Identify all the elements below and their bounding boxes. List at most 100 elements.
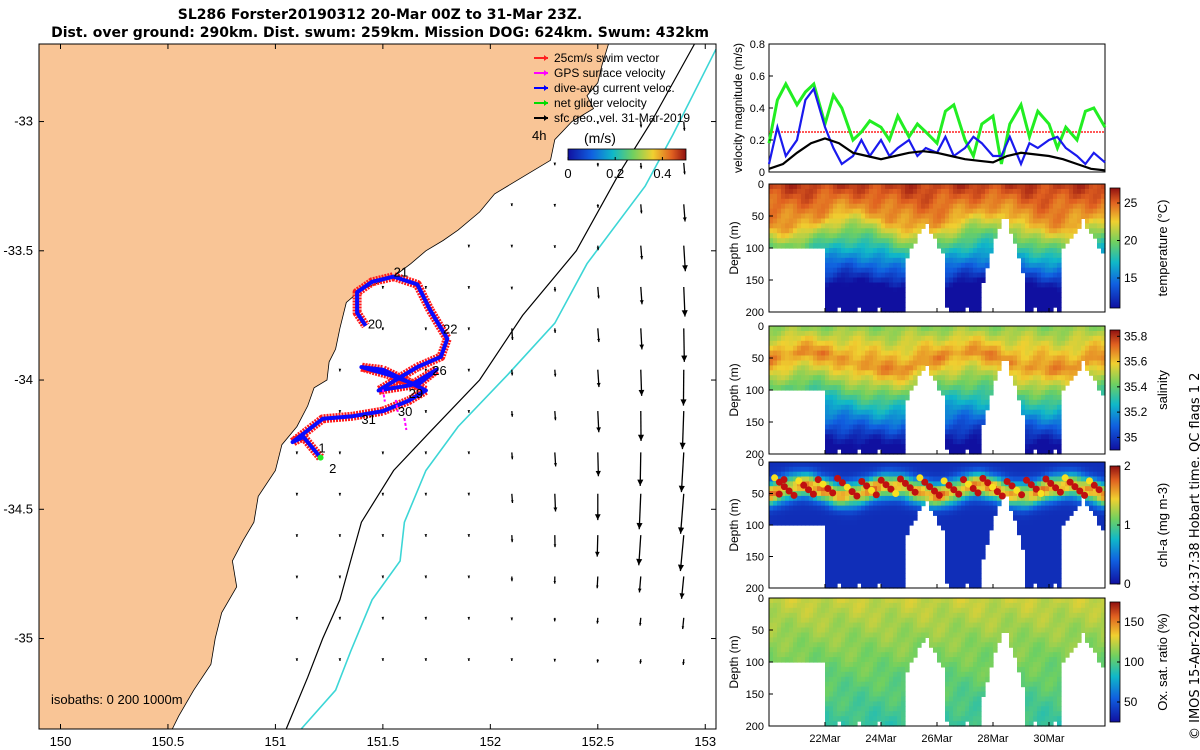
current-arrowhead — [295, 616, 299, 620]
current-arrowhead — [510, 456, 514, 460]
date-tick: 24Mar — [865, 733, 897, 745]
current-arrowhead — [467, 575, 471, 579]
velocity-ytick: 0.4 — [750, 103, 765, 115]
chl-sample — [931, 487, 938, 495]
current-arrowhead — [381, 575, 385, 579]
current-arrowhead — [596, 247, 600, 251]
depth-tick: 50 — [752, 353, 764, 365]
title-line1: SL286 Forster20190312 20-Mar 00Z to 31-M… — [177, 7, 583, 23]
current-arrowhead — [596, 382, 601, 388]
panel-clabel: chl-a (mg m-3) — [1155, 483, 1170, 568]
current-arrowhead — [510, 203, 514, 207]
chl-sample — [829, 489, 837, 497]
chl-sample — [868, 486, 875, 494]
day-label: 20 — [368, 316, 382, 331]
colorbar-tick: 0 — [1124, 577, 1131, 591]
day-label: 26 — [432, 363, 446, 378]
chl-sample — [877, 476, 885, 484]
depth-tick: 100 — [746, 243, 764, 255]
map-xtick: 150 — [50, 734, 72, 749]
depth-tick: 150 — [746, 552, 764, 564]
panel-ylabel: Depth (m) — [727, 635, 741, 688]
current-arrowhead — [467, 286, 471, 289]
depth-tick: 50 — [752, 211, 764, 223]
credit-text: © IMOS 15-Apr-2024 04:37:38 Hobart time.… — [1188, 373, 1200, 740]
title-line2: Dist. over ground: 290km. Dist. swum: 25… — [51, 25, 709, 41]
chl-sample — [1095, 486, 1103, 494]
map-xtick: 153 — [694, 734, 716, 749]
depth-tick: 100 — [746, 657, 764, 669]
current-arrowhead — [381, 492, 385, 496]
colorbar-tick: 0.4 — [653, 166, 671, 181]
legend-swatch-head — [544, 100, 548, 106]
current-arrowhead — [639, 344, 645, 350]
colorbar-label: (m/s) — [584, 130, 616, 146]
chart-title: SL286 Forster20190312 20-Mar 00Z to 31-M… — [0, 6, 760, 42]
chl-sample — [1008, 482, 1016, 490]
current-arrowhead — [594, 514, 601, 521]
map-panel: 12 20 21 22 26 29 30 31 150 150.5 151 151.5 152 152.… — [3, 43, 717, 749]
current-arrowhead — [338, 658, 342, 661]
current-arrowhead — [553, 544, 557, 548]
current-arrowhead — [554, 417, 557, 421]
chl-sample — [775, 490, 783, 498]
chl-sample — [935, 491, 943, 499]
chl-sample — [1042, 475, 1050, 483]
current-arrowhead — [596, 659, 600, 663]
current-arrowhead — [683, 171, 686, 175]
chl-sample — [984, 479, 992, 487]
current-arrowhead — [639, 165, 643, 169]
colorbar-tick: 50 — [1124, 695, 1138, 709]
panel-clabel: Ox. sat. ratio (%) — [1155, 613, 1170, 711]
current-arrowhead — [510, 244, 514, 248]
velocity-ylabel: velocity magnitude (m/s) — [731, 43, 745, 173]
current-arrowhead — [338, 410, 342, 413]
chl-sample — [785, 487, 793, 495]
chl-sample — [1086, 477, 1093, 485]
day-label: 22 — [443, 322, 457, 337]
chl-sample — [969, 485, 977, 492]
current-arrowhead — [639, 660, 642, 664]
chl-sample — [1076, 487, 1084, 495]
chl-sample — [795, 477, 803, 485]
current-arrowhead — [381, 327, 385, 331]
colorbar-tick: 25 — [1124, 196, 1138, 210]
current-arrowhead — [636, 558, 643, 566]
current-arrowhead — [682, 662, 685, 665]
chl-sample — [974, 489, 982, 497]
current-arrowhead — [638, 622, 642, 626]
chl-sample — [843, 483, 851, 491]
legend-item-label: GPS surface velocity — [554, 66, 665, 80]
current-arrowhead — [295, 658, 299, 661]
current-arrowhead — [596, 204, 600, 208]
current-arrowhead — [381, 285, 385, 289]
current-arrowhead — [553, 162, 557, 166]
gps-velocity — [394, 399, 399, 413]
current-arrowhead — [553, 330, 557, 333]
chl-sample — [1052, 484, 1060, 492]
chl-sample — [838, 479, 846, 487]
legend-swatch-head — [544, 115, 548, 121]
current-arrowhead — [596, 163, 600, 167]
current-arrowhead — [510, 658, 514, 662]
velocity-ytick: 0.6 — [750, 71, 765, 83]
chl-sample — [1056, 488, 1064, 496]
current-arrowhead — [677, 564, 685, 572]
current-arrowhead — [553, 507, 558, 512]
current-arrowhead — [424, 658, 428, 661]
current-arrowhead — [640, 210, 643, 214]
chl-sample — [911, 488, 919, 496]
current-arrowhead — [553, 463, 558, 467]
current-arrowhead — [596, 585, 599, 589]
panel-ylabel: Depth (m) — [727, 498, 741, 551]
chl-sample — [979, 474, 987, 482]
depth-tick: 100 — [746, 520, 764, 532]
current-arrowhead — [511, 337, 514, 341]
current-arrowhead — [681, 626, 685, 630]
legend-item-label: 25cm/s swim vector — [554, 51, 659, 65]
current-arrowhead — [381, 534, 385, 537]
chl-sample — [853, 492, 861, 500]
chl-sample — [780, 476, 788, 484]
panel-colorbar — [1109, 329, 1121, 451]
